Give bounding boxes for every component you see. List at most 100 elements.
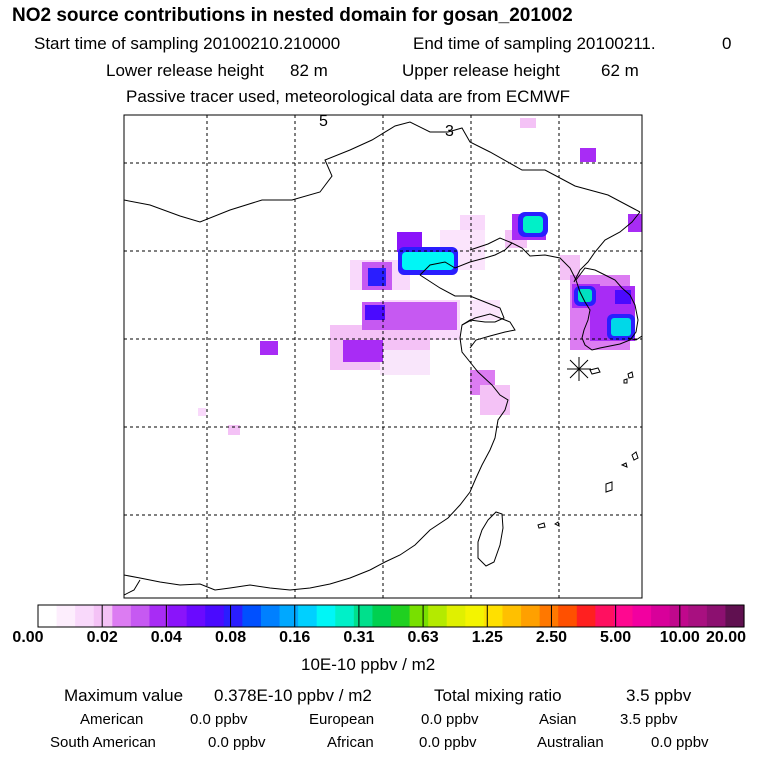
island-outline: [627, 371, 634, 379]
colorbar-tick-label: 0.63: [407, 629, 439, 646]
map-label-3: 3: [445, 123, 454, 140]
region-value-australian: 0.0 ppbv: [651, 734, 709, 751]
taiwan-outline: [477, 511, 504, 567]
colorbar-dividers: [101, 605, 681, 627]
island-outline: [589, 367, 601, 375]
region-name-african: African: [327, 734, 374, 751]
map-label-5: 5: [319, 113, 328, 130]
colorbar-unit: 10E-10 ppbv / m2: [301, 655, 436, 674]
colorbar-tick-label: 0.08: [214, 629, 247, 646]
conc-patch: [578, 289, 592, 302]
region-value-south-american: 0.0 ppbv: [208, 734, 266, 751]
colorbar-cell: [706, 605, 727, 627]
colorbar-cell: [242, 605, 262, 627]
border-line: [124, 121, 641, 223]
colorbar-tick-label: 20.00: [705, 629, 747, 646]
colorbar-frame: [37, 604, 745, 628]
max-value: 0.378E-10 ppbv / m2: [214, 686, 372, 705]
colorbar-cell: [428, 605, 448, 627]
colorbar-tick-label: 0.31: [343, 629, 375, 646]
colorbar-cell: [632, 605, 652, 627]
border-line: [124, 579, 141, 596]
conc-patch: [628, 214, 642, 232]
colorbar-cell: [38, 605, 58, 627]
colorbar-cells: [38, 605, 745, 627]
colorbar-cell: [168, 605, 188, 627]
colorbar-tick-label: 0.00: [12, 629, 44, 646]
conc-patch: [615, 290, 631, 304]
island-outline: [537, 522, 546, 529]
map-frame: [123, 114, 643, 599]
coast-line: [575, 267, 639, 351]
colorbar-cell: [539, 605, 559, 627]
colorbar-cell: [316, 605, 336, 627]
conc-patch: [520, 118, 536, 128]
region-name-australian: Australian: [537, 734, 604, 751]
coast-line: [627, 335, 642, 341]
island-outline: [605, 481, 613, 493]
region-name-south-american: South American: [50, 734, 156, 751]
colorbar-tick-label: 1.25: [471, 629, 503, 646]
colorbar-tick-label: 2.50: [535, 629, 568, 646]
colorbar-tick-label: 0.02: [86, 629, 118, 646]
colorbar-cell: [130, 605, 151, 627]
region-value-american: 0.0 ppbv: [190, 711, 248, 728]
conc-patch: [580, 148, 596, 162]
upper-height-label: Upper release height: [402, 61, 560, 80]
colorbar-tick-label: 5.00: [600, 629, 632, 646]
conc-patch: [380, 350, 430, 375]
colorbar-cell: [353, 605, 374, 627]
island-outline: [620, 462, 628, 468]
colorbar-cell: [465, 605, 485, 627]
island-outline: [631, 451, 639, 461]
region-value-european: 0.0 ppbv: [421, 711, 479, 728]
island-outline: [623, 378, 628, 384]
colorbar-cell: [613, 605, 634, 627]
coast-line: [419, 242, 513, 276]
colorbar-cell: [93, 605, 113, 627]
colorbar-cell: [446, 605, 466, 627]
conc-patch: [523, 216, 543, 233]
colorbar-cell: [335, 605, 355, 627]
colorbar-tick-label: 10.00: [659, 629, 700, 646]
region-name-european: European: [309, 711, 375, 728]
colorbar-cell: [260, 605, 281, 627]
colorbar-cell: [558, 605, 578, 627]
coast-line: [369, 274, 509, 571]
region-name-american: American: [80, 711, 144, 728]
plot-title: NO2 source contributions in nested domai…: [12, 5, 573, 26]
tracer-note: Passive tracer used, meteorological data…: [126, 87, 571, 106]
colorbar-cell: [56, 605, 76, 627]
star-icon: [567, 357, 591, 381]
colorbar-cell: [298, 605, 318, 627]
lower-height-label: Lower release height: [106, 61, 264, 80]
conc-patch: [368, 268, 386, 286]
colorbar-cell: [521, 605, 541, 627]
coast-line: [573, 211, 641, 283]
map-grid: [124, 115, 642, 598]
colorbar-cell: [483, 605, 504, 627]
conc-patch: [343, 340, 383, 362]
concentration-field: [198, 118, 642, 435]
colorbar-cell: [502, 605, 522, 627]
colorbar-tick-label: 0.04: [150, 629, 182, 646]
conc-patch: [260, 341, 278, 355]
conc-patch: [365, 305, 385, 320]
colorbar-cell: [186, 605, 206, 627]
region-value-african: 0.0 ppbv: [419, 734, 477, 751]
conc-patch: [402, 252, 454, 270]
colorbar-cell: [372, 605, 392, 627]
conc-patch: [198, 408, 206, 416]
colorbar-cell: [688, 605, 708, 627]
colorbar-cell: [223, 605, 243, 627]
region-name-asian: Asian: [539, 711, 577, 728]
colorbar-cell: [75, 605, 95, 627]
colorbar-cell: [725, 605, 745, 627]
colorbar-cell: [279, 605, 299, 627]
total-mixing-value: 3.5 ppbv: [626, 686, 692, 705]
conc-patch: [611, 318, 631, 336]
max-value-label: Maximum value: [64, 686, 184, 705]
start-time-label: Start time of sampling 20100210.210000: [34, 34, 341, 53]
